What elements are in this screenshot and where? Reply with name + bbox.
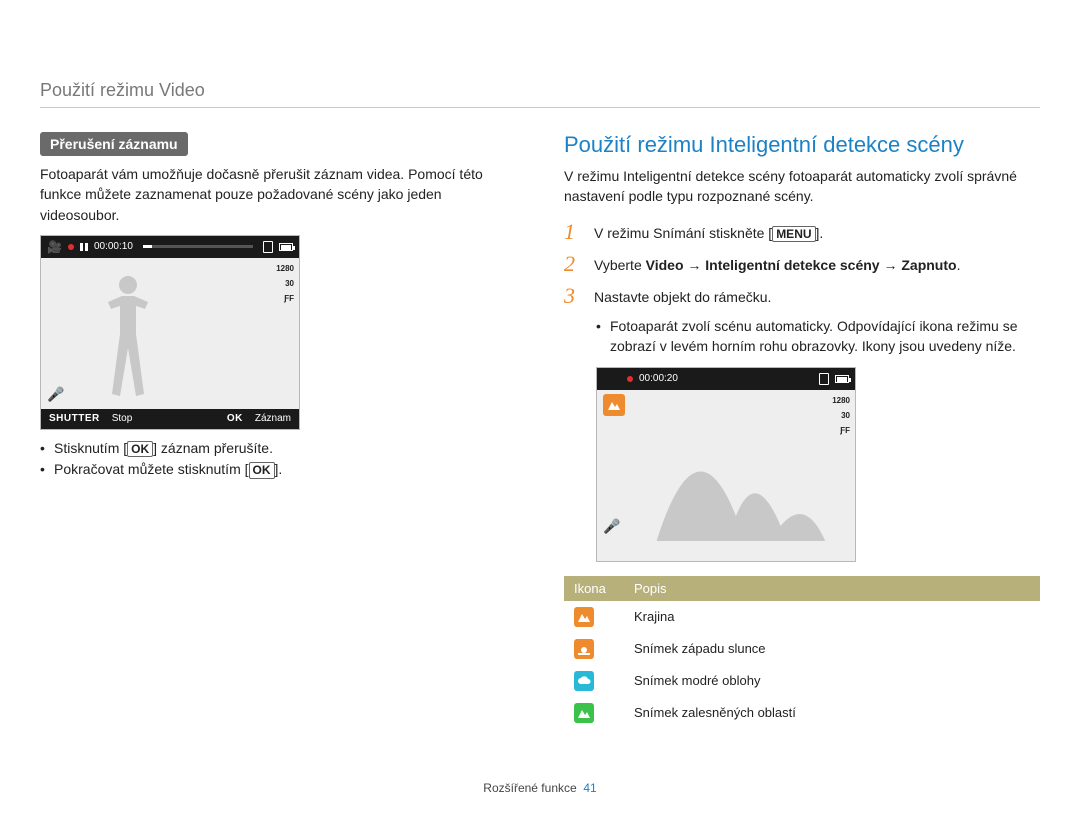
step-number: 1 (564, 221, 584, 243)
mountain-silhouette (597, 406, 855, 541)
page-header: Použití režimu Video (40, 80, 1040, 108)
screen-topbar: 00:00:20 (597, 368, 855, 390)
progress-bar (143, 245, 253, 248)
intro-paragraph: Fotoaparát vám umožňuje dočasně přerušit… (40, 164, 516, 225)
table-row: Snímek západu slunce (564, 633, 1040, 665)
left-column: Přerušení záznamu Fotoaparát vám umožňuj… (40, 132, 516, 729)
screen-topbar: 🎥 00:00:10 (41, 236, 299, 258)
step-number: 2 (564, 253, 584, 275)
two-column-layout: Přerušení záznamu Fotoaparát vám umožňuj… (40, 132, 1040, 729)
camera-screenshot-right: 00:00:20 1280 30 ƑF 🎤 (596, 367, 856, 562)
th-icon: Ikona (564, 576, 624, 601)
scene-icon (574, 671, 594, 691)
bullet-1: Stisknutím [OK] záznam přerušíte. (40, 440, 516, 457)
step-1: 1 V režimu Snímání stiskněte [MENU]. (564, 221, 1040, 243)
step2-on: Zapnuto (901, 257, 956, 273)
footer-section: Rozšířené funkce (483, 781, 576, 795)
desc-cell: Snímek modré oblohy (624, 665, 1040, 697)
step-text: Nastavte objekt do rámečku. (594, 285, 1040, 307)
section-label: Přerušení záznamu (40, 132, 188, 156)
steps-list: 1 V režimu Snímání stiskněte [MENU]. 2 V… (564, 221, 1040, 308)
battery-icon (835, 375, 849, 383)
step1-post: ]. (816, 225, 824, 241)
ok-label: OK (227, 413, 243, 424)
sdcard-icon (819, 373, 829, 385)
desc-cell: Snímek zalesněných oblastí (624, 697, 1040, 729)
record-label: Záznam (255, 413, 291, 424)
arrow-1: → (684, 257, 706, 273)
bullet2-post: ]. (275, 461, 283, 477)
table-row: Krajina (564, 601, 1040, 633)
icon-table: Ikona Popis KrajinaSnímek západu slunceS… (564, 576, 1040, 729)
resolution-label: 1280 (275, 264, 295, 274)
step2-ids: Inteligentní detekce scény (705, 257, 879, 273)
sdcard-icon (263, 241, 273, 253)
mic-icon: 🎤 (47, 386, 64, 403)
left-bullets: Stisknutím [OK] záznam přerušíte. Pokrač… (40, 440, 516, 479)
person-silhouette (101, 276, 156, 406)
icon-cell (564, 697, 624, 729)
bullet1-pre: Stisknutím [ (54, 440, 127, 456)
icon-cell (564, 665, 624, 697)
rec-time: 00:00:20 (639, 373, 678, 384)
step-text: Vyberte Video → Inteligentní detekce scé… (594, 253, 1040, 275)
rec-time: 00:00:10 (94, 241, 133, 252)
icon-cell (564, 601, 624, 633)
ok-box: OK (127, 441, 153, 457)
table-row: Snímek modré oblohy (564, 665, 1040, 697)
scene-icon (574, 639, 594, 659)
bullet1-post: ] záznam přerušíte. (153, 440, 273, 456)
camera-screenshot-left: 🎥 00:00:10 1280 30 ƑF 🎤 SHUTTER Stop OK (40, 235, 300, 430)
desc-cell: Snímek západu slunce (624, 633, 1040, 665)
step3-sub: Fotoaparát zvolí scénu automaticky. Odpo… (596, 317, 1040, 356)
pause-icon (80, 243, 88, 251)
section-title: Použití režimu Inteligentní detekce scén… (564, 132, 1040, 158)
menu-box: MENU (772, 226, 815, 242)
right-column: Použití režimu Inteligentní detekce scén… (564, 132, 1040, 729)
page-footer: Rozšířené funkce 41 (0, 781, 1080, 795)
step2-dot: . (957, 257, 961, 273)
th-desc: Popis (624, 576, 1040, 601)
scene-icon (574, 703, 594, 723)
bullet2-pre: Pokračovat můžete stisknutím [ (54, 461, 249, 477)
scene-icon (574, 607, 594, 627)
side-indicators: 1280 30 ƑF (275, 264, 295, 304)
icon-cell (564, 633, 624, 665)
step-2: 2 Vyberte Video → Inteligentní detekce s… (564, 253, 1040, 275)
resolution-label: 1280 (831, 396, 851, 406)
ok-box: OK (249, 462, 275, 478)
fps-label: 30 (284, 279, 295, 289)
page-number: 41 (583, 781, 596, 795)
step-number: 3 (564, 285, 584, 307)
videocam-icon: 🎥 (47, 240, 62, 254)
step-text: V režimu Snímání stiskněte [MENU]. (594, 221, 1040, 243)
step-3: 3 Nastavte objekt do rámečku. (564, 285, 1040, 307)
screen-bottombar: SHUTTER Stop OK Záznam (41, 409, 299, 429)
af-label: ƑF (283, 294, 295, 304)
arrow-2: → (880, 257, 902, 273)
step3-sub-bullets: Fotoaparát zvolí scénu automaticky. Odpo… (596, 317, 1040, 356)
desc-cell: Krajina (624, 601, 1040, 633)
right-intro: V režimu Inteligentní detekce scény foto… (564, 166, 1040, 207)
step1-pre: V režimu Snímání stiskněte [ (594, 225, 772, 241)
step2-pre: Vyberte (594, 257, 646, 273)
bullet-2: Pokračovat můžete stisknutím [OK]. (40, 461, 516, 478)
table-row: Snímek zalesněných oblastí (564, 697, 1040, 729)
step2-video: Video (646, 257, 684, 273)
record-dot-icon (627, 376, 633, 382)
record-dot-icon (68, 244, 74, 250)
stop-label: Stop (112, 413, 133, 424)
shutter-label: SHUTTER (49, 413, 100, 424)
battery-icon (279, 243, 293, 251)
